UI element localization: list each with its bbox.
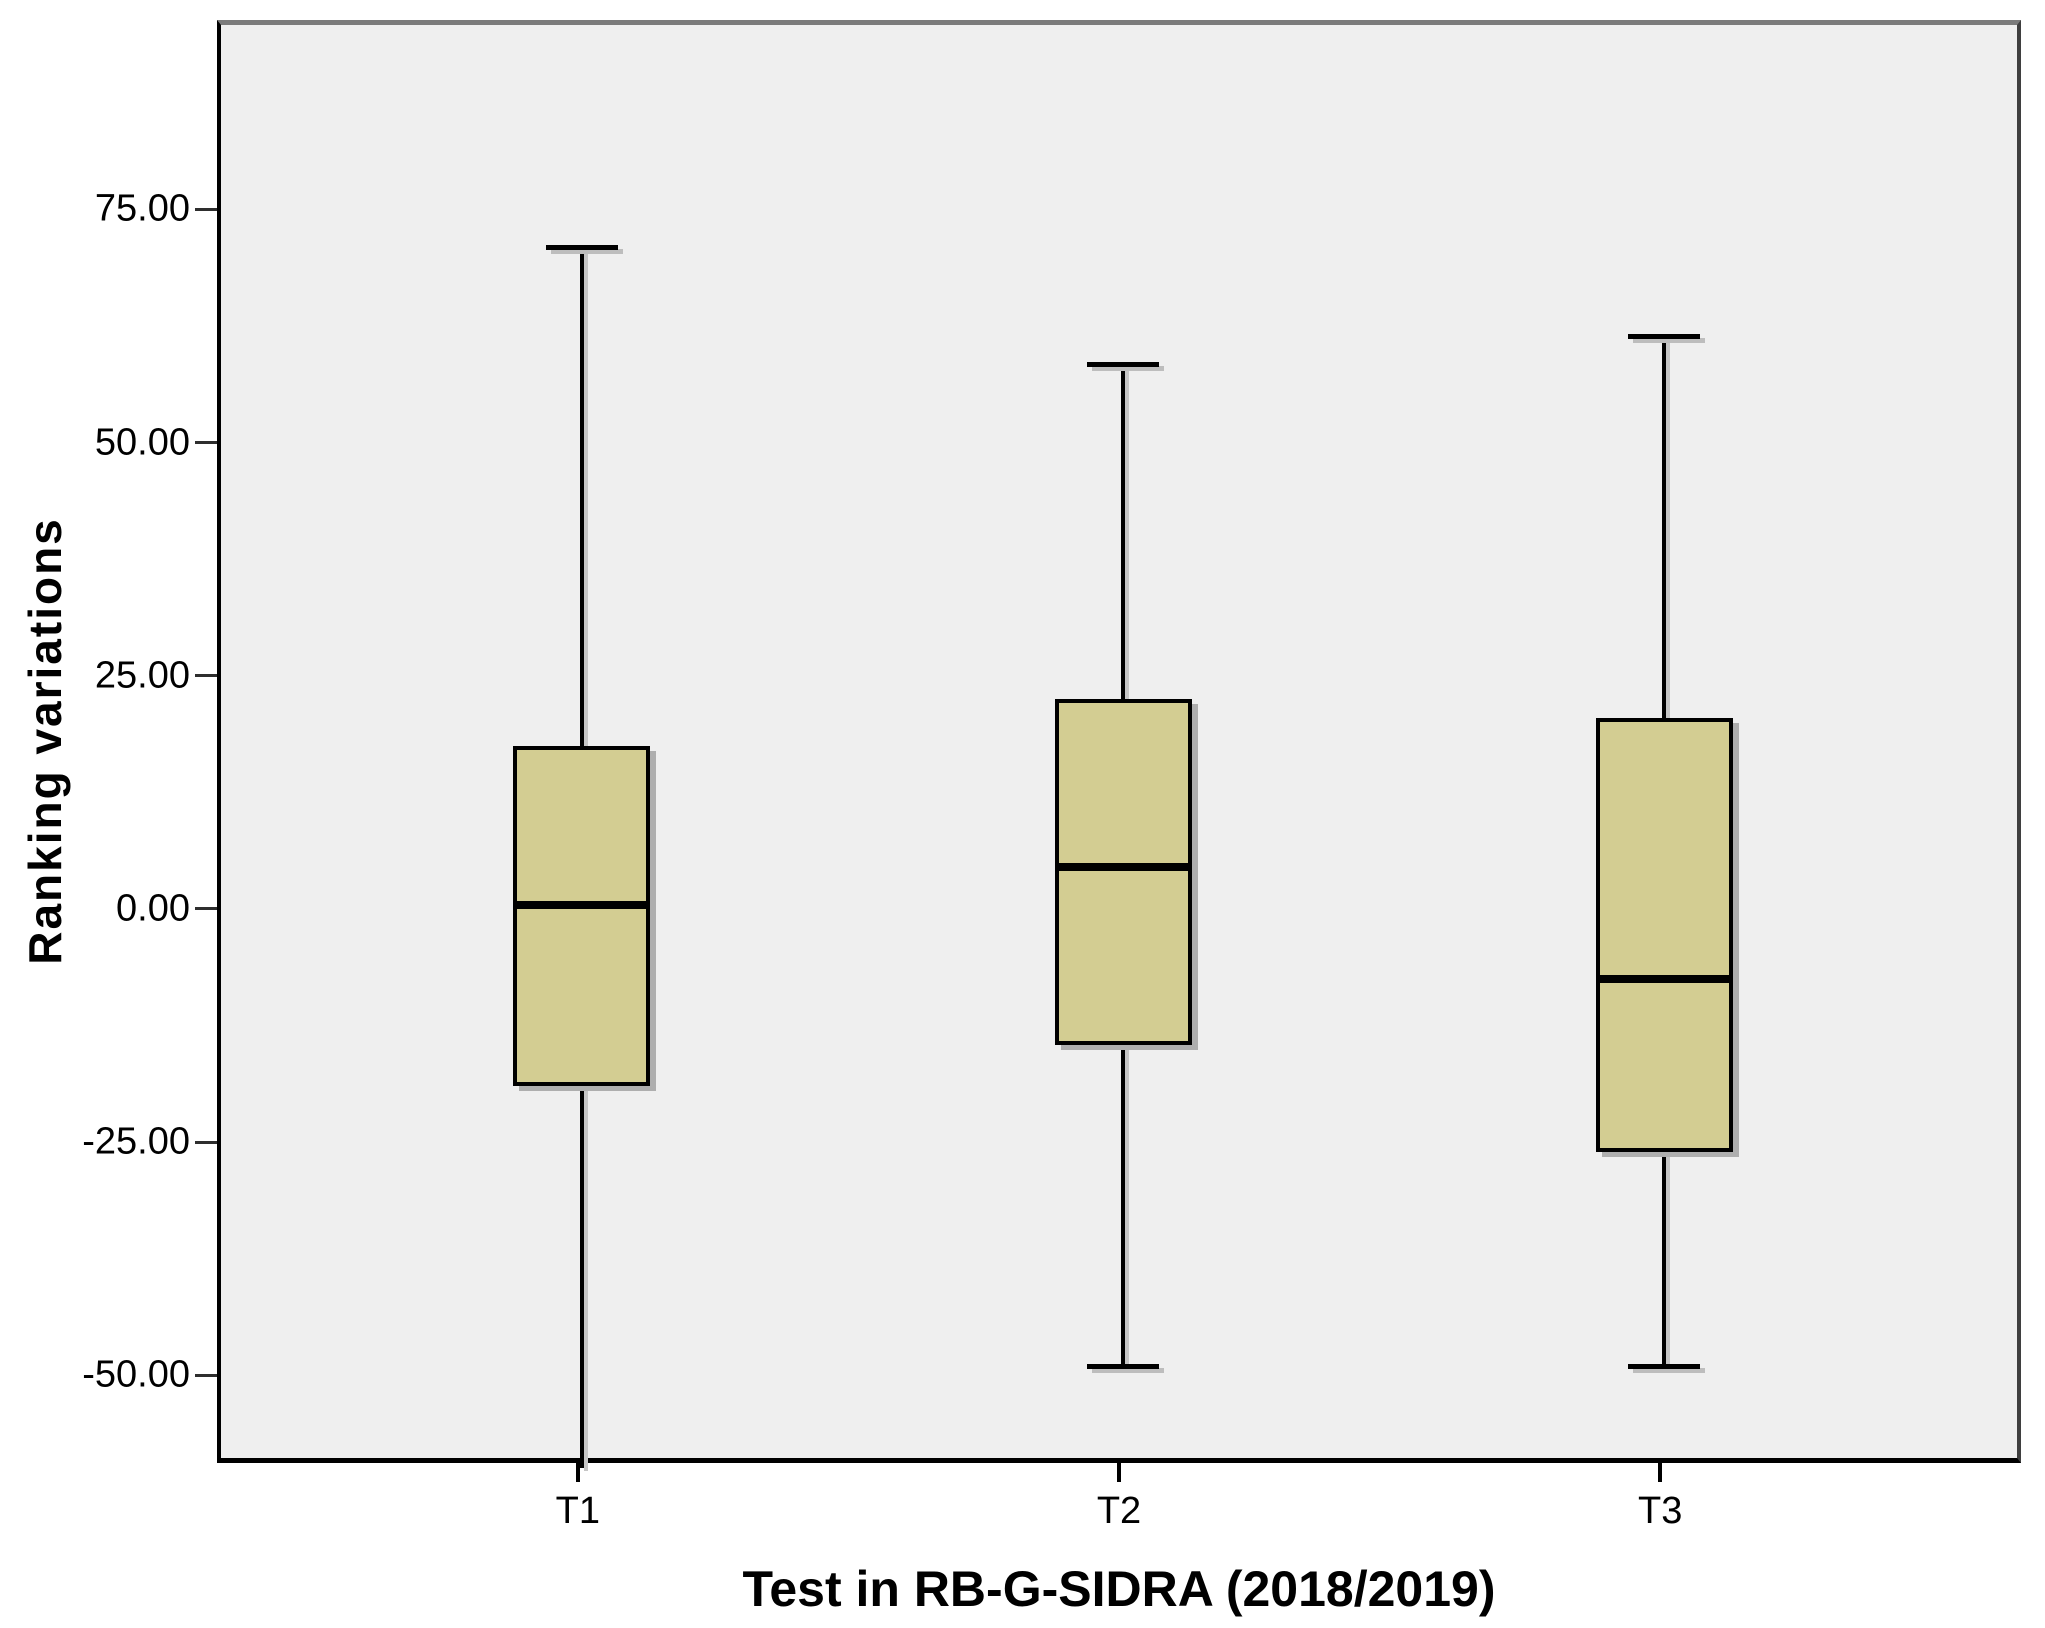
x-tick-mark	[575, 1463, 580, 1482]
x-tick-label-T2: T2	[1096, 1490, 1142, 1532]
whisker-lower-T3	[1662, 1151, 1667, 1367]
y-tick-label: 0.00	[116, 887, 190, 930]
y-tick-label: -25.00	[82, 1120, 190, 1163]
y-tick-mark	[195, 674, 217, 678]
iqr-box-T1	[513, 746, 651, 1087]
y-tick-label: 75.00	[94, 187, 190, 230]
iqr-box-T3	[1595, 718, 1733, 1152]
whisker-cap-low-T3	[1628, 1364, 1701, 1370]
y-tick-label: -50.00	[82, 1353, 190, 1396]
y-tick-mark	[195, 1373, 217, 1377]
whisker-cap-high-T2	[1087, 361, 1159, 367]
whisker-lower-T1	[579, 1086, 584, 1468]
whisker-lower-T2	[1121, 1044, 1125, 1367]
x-tick-mark	[1117, 1463, 1121, 1482]
whisker-upper-T1	[579, 247, 584, 747]
y-tick-mark	[195, 907, 217, 911]
whisker-cap-high-T3	[1628, 333, 1701, 339]
y-tick-mark	[195, 1140, 217, 1144]
x-axis-title: Test in RB-G-SIDRA (2018/2019)	[742, 1561, 1496, 1617]
whisker-upper-T2	[1121, 363, 1125, 700]
x-tick-label-T1: T1	[555, 1490, 600, 1532]
whisker-upper-T3	[1662, 335, 1667, 719]
y-tick-mark	[195, 207, 217, 211]
median-line-T2	[1054, 863, 1192, 872]
x-tick-mark	[1658, 1463, 1663, 1482]
x-tick-label-T3: T3	[1638, 1490, 1683, 1532]
y-tick-label: 50.00	[94, 421, 190, 464]
median-line-T3	[1595, 975, 1733, 984]
iqr-box-T2	[1054, 699, 1192, 1045]
plot-area	[217, 20, 2021, 1468]
whisker-cap-low-T2	[1087, 1364, 1159, 1370]
median-line-T1	[513, 900, 651, 909]
y-tick-label: 25.00	[94, 654, 190, 697]
y-tick-mark	[195, 441, 217, 445]
whisker-cap-high-T1	[545, 245, 618, 250]
